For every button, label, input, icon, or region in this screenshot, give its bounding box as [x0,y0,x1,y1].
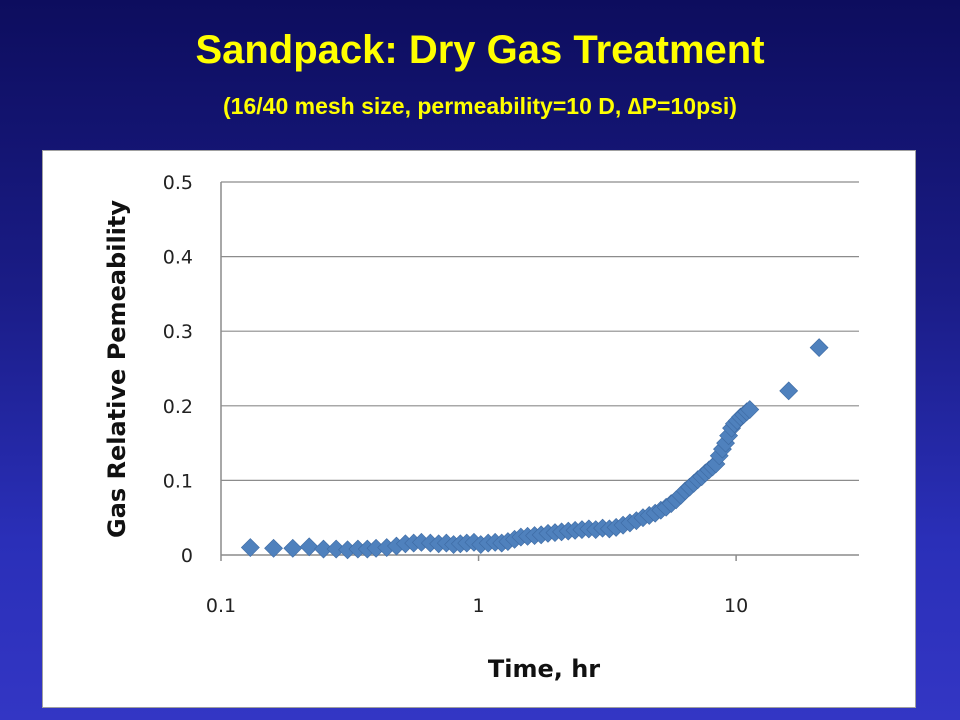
tick-labels: 0 0.1 0.2 0.3 0.4 0.5 0.1 1 10 [163,172,748,617]
x-axis-title: Time, hr [488,655,600,683]
y-tick-label-4: 0.4 [163,247,193,269]
x-tick-label-2: 10 [724,595,748,617]
data-point-73 [740,400,760,419]
y-axis-title: Gas Relative Pemeability [103,200,131,538]
data-point-75 [809,338,829,358]
gridlines [221,181,859,481]
y-tick-label-5: 0.5 [163,172,193,194]
scatter-chart: 0 0.1 0.2 0.3 0.4 0.5 0.1 1 10 Time, hr Gas Rela… [103,172,859,683]
data-point-1 [264,538,283,558]
x-tick-label-0: 0.1 [206,595,236,617]
y-tick-label-2: 0.2 [163,396,193,418]
data-points [240,338,829,560]
x-tick-label-1: 1 [473,595,485,617]
data-point-3 [299,537,319,557]
data-point-0 [240,538,260,557]
chart-panel: 0 0.1 0.2 0.3 0.4 0.5 0.1 1 10 Time, hr Gas Rela… [42,150,916,708]
data-point-2 [283,538,303,558]
y-tick-label-0: 0 [181,545,193,567]
axes [220,182,859,561]
y-tick-label-1: 0.1 [163,470,193,492]
y-tick-label-3: 0.3 [163,321,193,343]
slide-title: Sandpack: Dry Gas Treatment [195,28,765,72]
data-point-4 [314,539,333,559]
data-point-74 [779,381,799,401]
slide-subtitle: (16/40 mesh size, permeability=10 D, ∆P=… [223,93,737,119]
